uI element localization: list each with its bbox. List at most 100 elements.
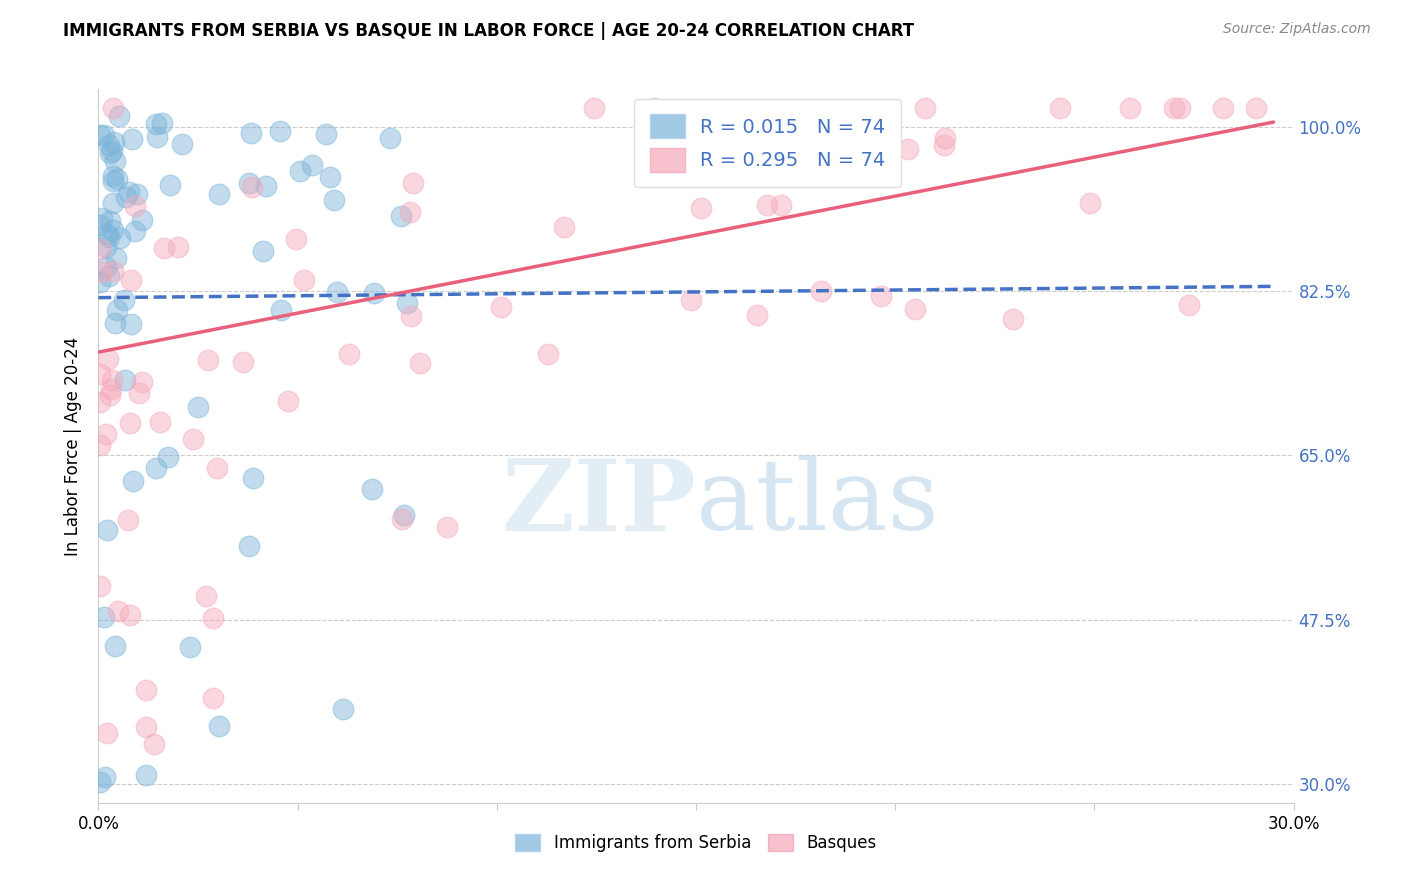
Point bbox=[89, 276, 111, 290]
Point bbox=[232, 355, 254, 369]
Point bbox=[408, 356, 430, 370]
Point bbox=[897, 142, 920, 156]
Point bbox=[100, 382, 122, 396]
Point bbox=[104, 639, 127, 653]
Point bbox=[290, 163, 312, 178]
Point bbox=[131, 213, 153, 227]
Point bbox=[98, 145, 121, 160]
Point bbox=[103, 317, 125, 331]
Point bbox=[93, 610, 115, 624]
Point bbox=[208, 186, 231, 201]
Point bbox=[208, 719, 231, 733]
Point bbox=[149, 415, 172, 429]
Point bbox=[145, 117, 167, 131]
Point bbox=[1049, 101, 1071, 115]
Y-axis label: In Labor Force | Age 20-24: In Labor Force | Age 20-24 bbox=[65, 336, 83, 556]
Point bbox=[114, 190, 136, 204]
Point bbox=[97, 229, 120, 244]
Point bbox=[89, 438, 111, 452]
Point bbox=[179, 640, 201, 654]
Point bbox=[170, 136, 193, 151]
Point bbox=[142, 738, 165, 752]
Point bbox=[277, 394, 299, 409]
Point bbox=[363, 286, 385, 301]
Point bbox=[337, 347, 360, 361]
Point bbox=[332, 702, 354, 716]
Point bbox=[389, 209, 412, 223]
Point bbox=[131, 375, 153, 389]
Point bbox=[254, 178, 277, 193]
Point bbox=[205, 461, 228, 475]
Point bbox=[745, 308, 768, 322]
Point bbox=[284, 232, 307, 246]
Point bbox=[89, 579, 111, 593]
Point bbox=[96, 227, 118, 241]
Point bbox=[94, 260, 117, 274]
Point bbox=[934, 138, 956, 153]
Text: ZIP: ZIP bbox=[501, 455, 696, 551]
Point bbox=[101, 144, 124, 158]
Point bbox=[98, 387, 121, 401]
Point bbox=[755, 197, 778, 211]
Point bbox=[643, 101, 665, 115]
Point bbox=[536, 347, 558, 361]
Text: IMMIGRANTS FROM SERBIA VS BASQUE IN LABOR FORCE | AGE 20-24 CORRELATION CHART: IMMIGRANTS FROM SERBIA VS BASQUE IN LABO… bbox=[63, 22, 914, 40]
Point bbox=[1078, 195, 1101, 210]
Point bbox=[120, 416, 142, 430]
Point bbox=[145, 130, 167, 145]
Point bbox=[112, 293, 135, 308]
Point bbox=[118, 186, 141, 200]
Point bbox=[98, 214, 121, 228]
Point bbox=[315, 127, 337, 141]
Point bbox=[101, 101, 124, 115]
Point bbox=[301, 158, 323, 172]
Point bbox=[181, 432, 204, 446]
Point bbox=[128, 386, 150, 401]
Point bbox=[1002, 311, 1025, 326]
Point bbox=[98, 138, 121, 153]
Point bbox=[681, 293, 703, 308]
Point bbox=[242, 471, 264, 485]
Point bbox=[702, 122, 724, 136]
Point bbox=[117, 513, 139, 527]
Point bbox=[97, 351, 120, 366]
Point bbox=[105, 172, 128, 186]
Point bbox=[934, 131, 956, 145]
Point bbox=[322, 193, 344, 207]
Point bbox=[1246, 101, 1268, 115]
Point bbox=[135, 682, 157, 697]
Point bbox=[396, 296, 419, 310]
Point bbox=[319, 169, 342, 184]
Point bbox=[402, 176, 425, 190]
Point bbox=[240, 126, 263, 140]
Point bbox=[101, 373, 124, 387]
Point bbox=[1163, 101, 1185, 115]
Point bbox=[103, 135, 125, 149]
Point bbox=[103, 223, 125, 237]
Point bbox=[90, 211, 112, 225]
Point bbox=[96, 523, 118, 537]
Point bbox=[399, 310, 422, 324]
Point bbox=[107, 109, 129, 123]
Point bbox=[668, 123, 690, 137]
Point bbox=[94, 240, 117, 254]
Point bbox=[93, 128, 115, 142]
Text: atlas: atlas bbox=[696, 455, 939, 551]
Point bbox=[103, 264, 125, 278]
Point bbox=[89, 128, 111, 142]
Point bbox=[89, 394, 111, 409]
Point bbox=[1170, 101, 1192, 115]
Legend: Immigrants from Serbia, Basques: Immigrants from Serbia, Basques bbox=[509, 827, 883, 859]
Point bbox=[93, 770, 115, 784]
Point bbox=[90, 265, 112, 279]
Point bbox=[89, 218, 111, 232]
Point bbox=[1119, 101, 1142, 115]
Point bbox=[269, 124, 291, 138]
Point bbox=[769, 198, 792, 212]
Point bbox=[98, 269, 121, 284]
Point bbox=[238, 539, 260, 553]
Point bbox=[152, 116, 174, 130]
Point bbox=[120, 608, 142, 623]
Point bbox=[582, 101, 605, 115]
Point bbox=[89, 775, 111, 789]
